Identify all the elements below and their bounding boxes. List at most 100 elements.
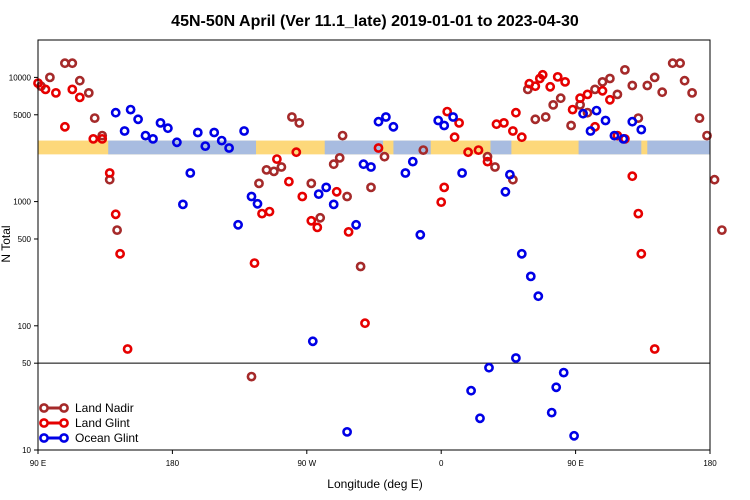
data-point — [209, 127, 220, 138]
data-point — [457, 168, 467, 178]
data-point — [636, 248, 647, 259]
y-tick-label: 10000 — [9, 73, 32, 82]
data-point — [216, 135, 227, 146]
data-point — [530, 81, 541, 92]
data-point — [511, 353, 521, 363]
data-point — [373, 116, 384, 127]
data-point — [342, 426, 352, 437]
data-point — [448, 112, 458, 122]
data-point — [291, 147, 302, 158]
data-point — [110, 209, 121, 220]
y-tick-label: 5000 — [13, 111, 31, 120]
data-point — [312, 222, 323, 233]
data-point — [415, 229, 426, 240]
data-point — [192, 127, 203, 138]
data-point — [264, 206, 275, 217]
data-point — [119, 126, 130, 136]
data-point — [97, 133, 108, 144]
data-point — [351, 219, 361, 230]
data-point — [439, 182, 450, 193]
data-point — [525, 271, 536, 282]
y-tick-label: 100 — [18, 322, 32, 331]
data-point — [463, 147, 473, 158]
data-point — [379, 151, 390, 162]
legend-item: Land Glint — [39, 416, 130, 430]
data-point — [74, 75, 85, 86]
data-point — [115, 248, 125, 259]
data-point — [516, 132, 527, 143]
data-point — [609, 130, 620, 141]
x-tick-label: 0 — [439, 459, 444, 468]
data-point — [582, 89, 593, 100]
data-point — [254, 178, 264, 189]
data-point — [355, 261, 366, 272]
data-point — [642, 80, 653, 91]
map-strip-ocean — [324, 140, 383, 155]
data-point — [500, 186, 511, 197]
legend-label: Ocean Glint — [75, 431, 139, 445]
data-point — [618, 133, 629, 144]
data-point — [366, 182, 376, 193]
data-point — [552, 72, 563, 82]
data-point — [313, 189, 324, 199]
data-point — [162, 123, 173, 134]
data-point — [605, 94, 615, 105]
data-point — [530, 114, 541, 125]
data-point — [560, 77, 570, 87]
data-point — [687, 88, 697, 98]
data-point — [482, 156, 493, 167]
data-point — [407, 156, 418, 167]
data-point — [366, 162, 376, 172]
plot-frame — [37, 39, 711, 451]
data-point — [454, 118, 464, 128]
data-point — [582, 107, 593, 118]
data-point — [569, 430, 579, 441]
y-axis-label: N Total — [0, 225, 13, 262]
legend-marker — [39, 418, 49, 428]
legend-marker — [59, 403, 69, 413]
y-tick-label: 500 — [18, 235, 32, 244]
data-point — [627, 116, 638, 127]
y-tick-label: 1000 — [13, 198, 31, 207]
data-point — [233, 219, 243, 230]
data-point — [558, 367, 569, 378]
y-tick-label: 50 — [22, 359, 31, 368]
data-point — [442, 106, 453, 117]
data-point — [657, 87, 668, 98]
series-layer — [33, 58, 727, 441]
data-point — [636, 124, 647, 135]
data-point — [567, 104, 578, 115]
legend-item: Ocean Glint — [39, 431, 139, 445]
data-point — [482, 151, 493, 162]
data-point — [566, 120, 576, 131]
data-point — [40, 84, 51, 95]
data-point — [436, 197, 447, 207]
data-point — [271, 154, 282, 164]
data-point — [88, 133, 99, 144]
data-point — [224, 143, 234, 153]
data-point — [433, 115, 444, 126]
data-point — [591, 105, 602, 116]
data-point — [360, 318, 370, 329]
data-point — [246, 191, 257, 202]
legend-marker — [39, 403, 49, 413]
data-point — [343, 226, 354, 237]
data-point — [45, 72, 55, 83]
data-point — [597, 77, 608, 87]
data-point — [605, 73, 615, 84]
data-point — [418, 145, 429, 155]
data-point — [585, 126, 596, 136]
data-point — [473, 145, 484, 155]
data-point — [328, 199, 339, 210]
data-point — [373, 143, 384, 153]
data-point — [155, 118, 166, 128]
data-point — [140, 130, 151, 141]
map-strip-ocean — [647, 140, 710, 155]
data-point — [597, 85, 608, 96]
data-point — [148, 133, 158, 144]
data-point — [74, 92, 85, 103]
legend-label: Land Glint — [75, 416, 130, 430]
data-point — [555, 93, 566, 104]
data-point — [112, 225, 122, 235]
